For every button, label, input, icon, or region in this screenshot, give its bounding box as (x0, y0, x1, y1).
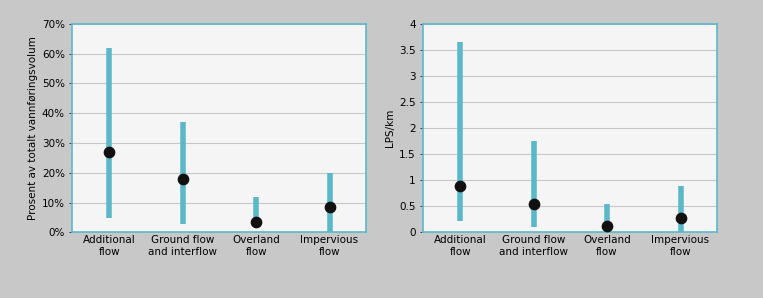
Point (527, 201, 539, 206)
Point (324, 205, 336, 209)
Point (176, 176, 188, 181)
Point (674, 215, 687, 220)
Point (250, 220, 262, 224)
Point (601, 224, 613, 229)
Y-axis label: Prosent av totalt vannføringsvolum: Prosent av totalt vannføringsvolum (27, 36, 37, 220)
Y-axis label: LPS/km: LPS/km (385, 109, 395, 147)
Point (103, 150, 115, 154)
Point (454, 183, 466, 188)
